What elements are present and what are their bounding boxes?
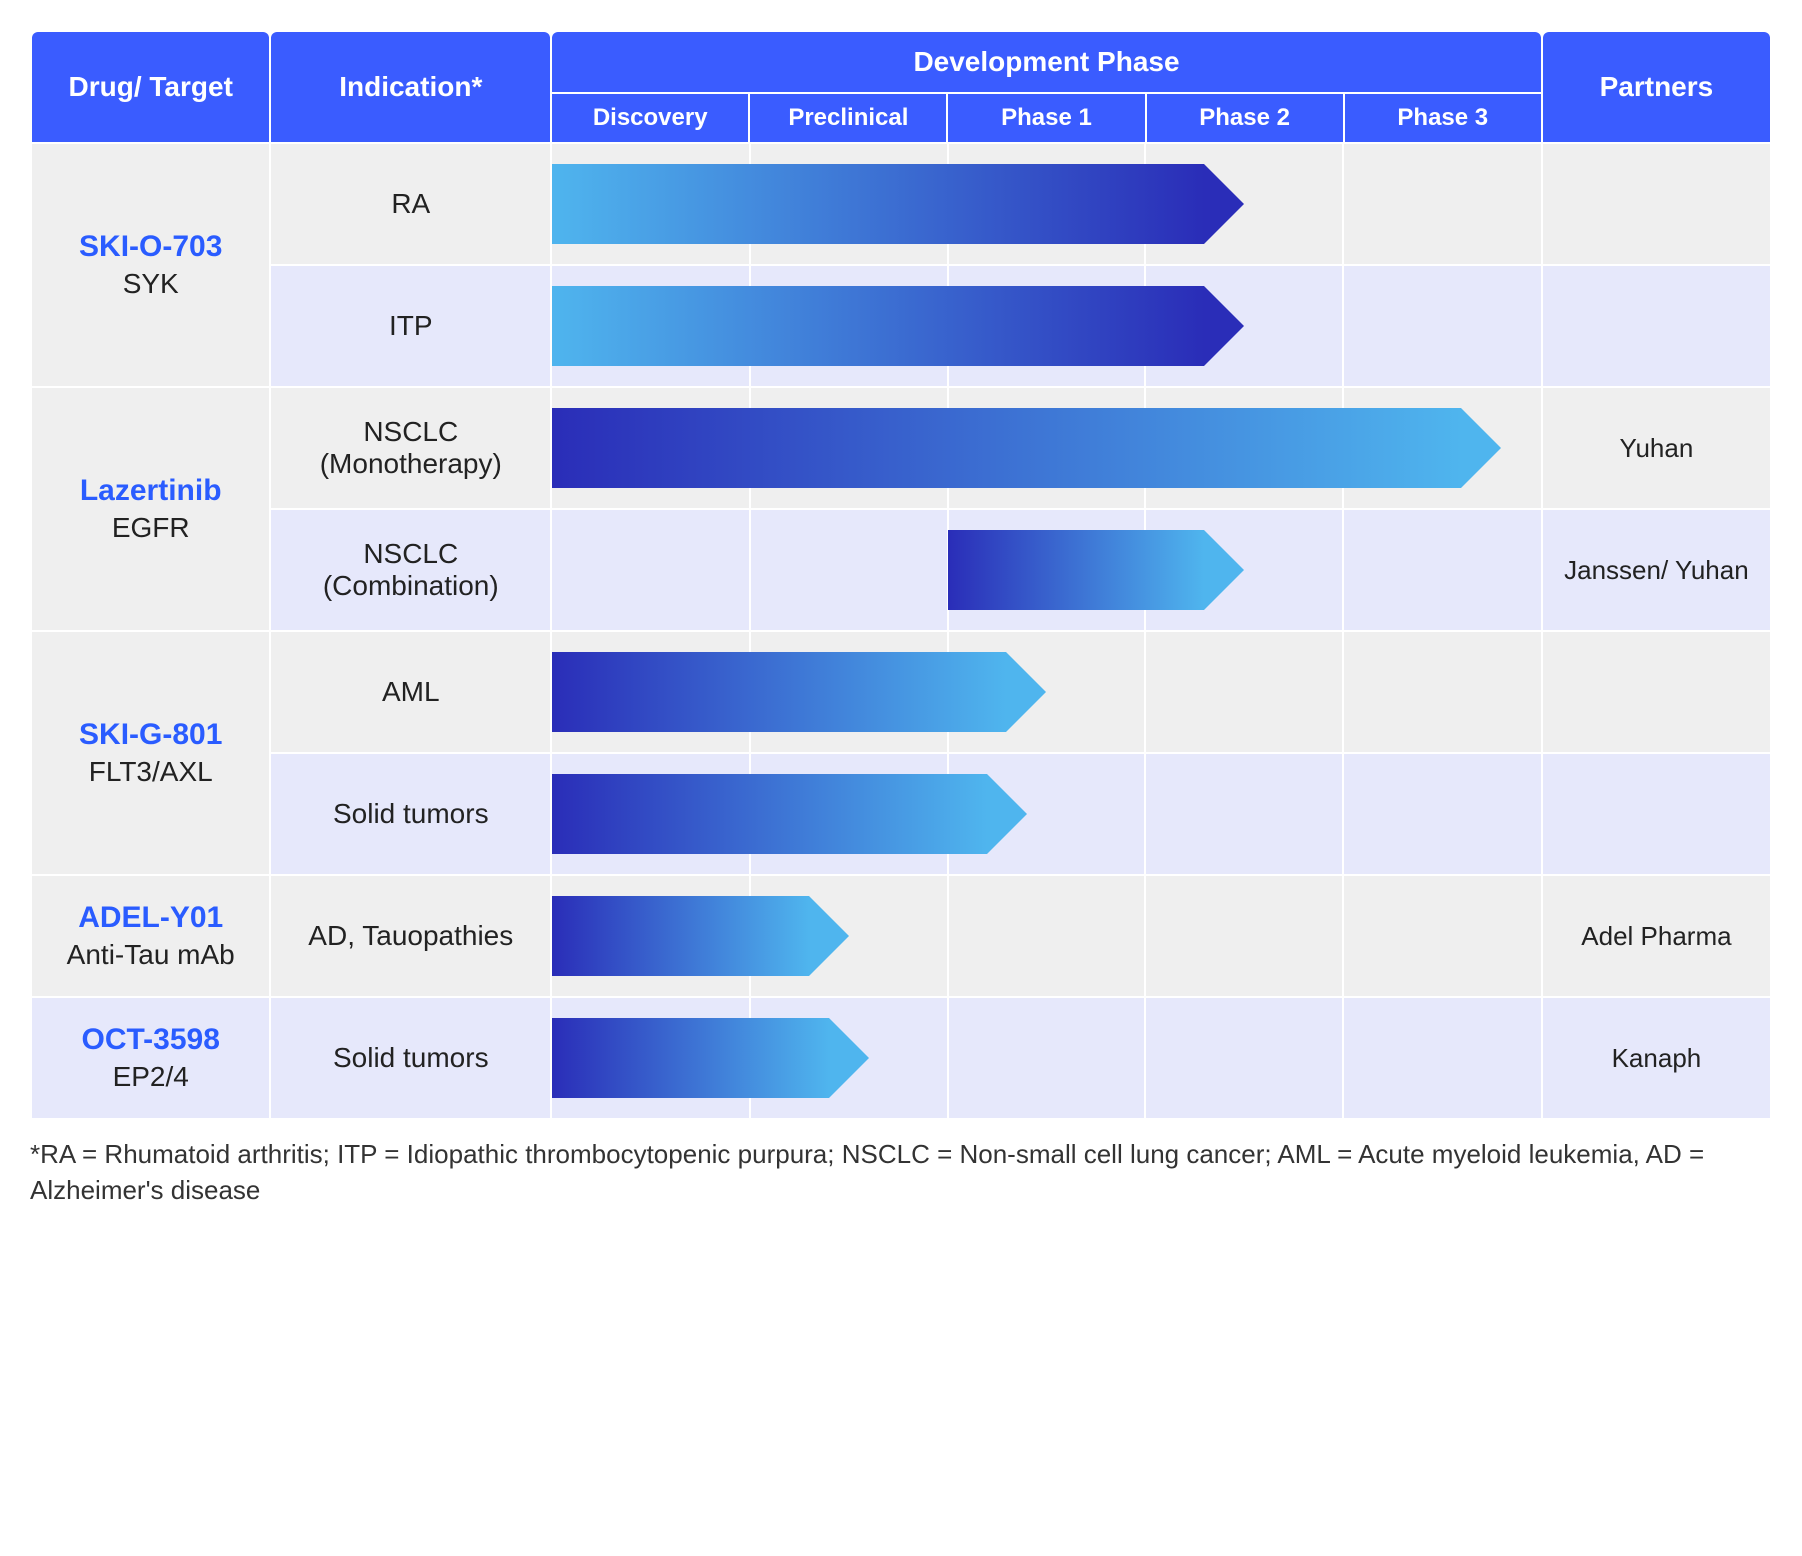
phase-arrow [552, 286, 1541, 366]
pipeline-table: Drug/ TargetIndication*Development Phase… [30, 30, 1772, 1120]
drug-name: SKI-G-801 [42, 718, 259, 752]
drug-name: OCT-3598 [42, 1023, 259, 1057]
phase-arrow [552, 164, 1541, 244]
drug-target: Anti-Tau mAb [42, 939, 259, 971]
drug-target-cell: SKI-O-703 SYK [32, 144, 269, 386]
drug-name: ADEL-Y01 [42, 901, 259, 935]
partner-cell: Kanaph [1543, 998, 1770, 1118]
partner-cell: Adel Pharma [1543, 876, 1770, 996]
phase-track-cell [552, 510, 1541, 630]
column-header: Drug/ Target [32, 32, 269, 142]
indication-cell: Solid tumors [271, 998, 550, 1118]
drug-target: EP2/4 [42, 1061, 259, 1093]
column-header: Partners [1543, 32, 1770, 142]
footnote: *RA = Rhumatoid arthritis; ITP = Idiopat… [30, 1136, 1772, 1209]
phase-arrow [552, 774, 1541, 854]
drug-target-cell: ADEL-Y01 Anti-Tau mAb [32, 876, 269, 996]
phase-arrow [552, 896, 1541, 976]
drug-target: EGFR [42, 512, 259, 544]
drug-name: SKI-O-703 [42, 230, 259, 264]
drug-name: Lazertinib [42, 474, 259, 508]
phase-track-cell [552, 998, 1541, 1118]
phase-track-cell [552, 876, 1541, 996]
phase-track-cell [552, 388, 1541, 508]
phase-track-cell [552, 632, 1541, 752]
phase-track-cell [552, 266, 1541, 386]
partner-cell [1543, 144, 1770, 264]
partner-cell [1543, 754, 1770, 874]
column-header: Indication* [271, 32, 550, 142]
phase-arrow [552, 408, 1541, 488]
indication-cell: ITP [271, 266, 550, 386]
phase-header: Preclinical [750, 94, 946, 142]
phase-arrow [552, 1018, 1541, 1098]
partner-cell: Yuhan [1543, 388, 1770, 508]
drug-target-cell: Lazertinib EGFR [32, 388, 269, 630]
indication-cell: RA [271, 144, 550, 264]
indication-cell: NSCLC (Monotherapy) [271, 388, 550, 508]
partner-cell [1543, 632, 1770, 752]
phase-header: Phase 3 [1345, 94, 1541, 142]
phase-header: Phase 1 [948, 94, 1144, 142]
phase-track-cell [552, 754, 1541, 874]
phase-header: Discovery [552, 94, 748, 142]
partner-cell: Janssen/ Yuhan [1543, 510, 1770, 630]
phase-track-cell [552, 144, 1541, 264]
drug-target-cell: SKI-G-801 FLT3/AXL [32, 632, 269, 874]
column-header: Development Phase [552, 32, 1541, 92]
phase-header: Phase 2 [1147, 94, 1343, 142]
phase-arrow [552, 652, 1541, 732]
indication-cell: NSCLC (Combination) [271, 510, 550, 630]
indication-cell: AML [271, 632, 550, 752]
phase-arrow [552, 530, 1541, 610]
drug-target: FLT3/AXL [42, 756, 259, 788]
partner-cell [1543, 266, 1770, 386]
indication-cell: AD, Tauopathies [271, 876, 550, 996]
indication-cell: Solid tumors [271, 754, 550, 874]
drug-target: SYK [42, 268, 259, 300]
drug-target-cell: OCT-3598 EP2/4 [32, 998, 269, 1118]
